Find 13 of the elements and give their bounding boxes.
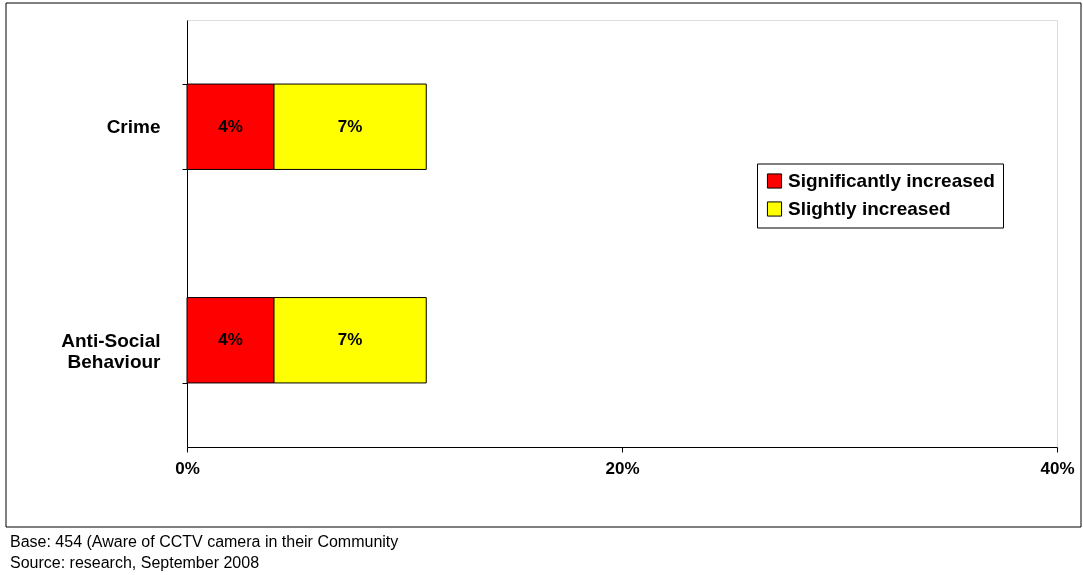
data-label: 4% (218, 116, 243, 136)
y-tick-label: Crime (106, 116, 161, 138)
data-label: 7% (337, 116, 363, 136)
data-label: 7% (337, 330, 363, 350)
text: Base: 454 (Aware of CCTV camera in their Community (10, 533, 399, 550)
data-label: 4% (218, 330, 243, 350)
y-tick-label: Anti-Social Behaviour (61, 329, 162, 372)
x-tick-label: 0% (175, 458, 200, 478)
x-tick-label: 20% (605, 458, 640, 478)
legend-label: Slightly increased (788, 198, 951, 219)
legend-label: Significantly increased (788, 170, 995, 191)
x-tick-label: 40% (1040, 458, 1075, 478)
source-note: Source: research, September 2008 (10, 554, 260, 571)
